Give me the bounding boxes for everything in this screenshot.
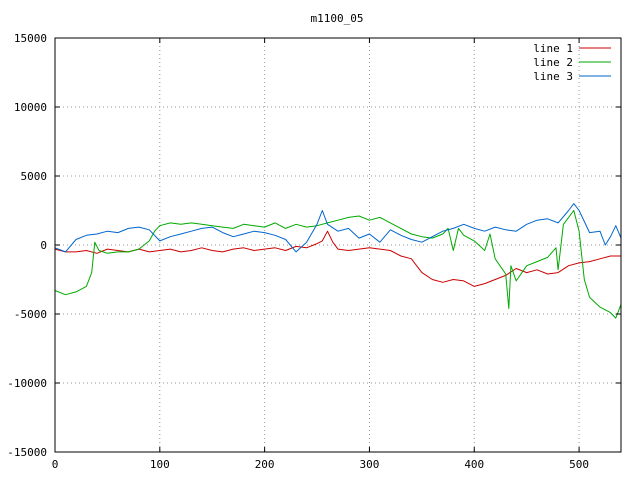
x-tick-label: 500 — [569, 458, 589, 471]
series-line-3 — [54, 203, 622, 253]
grid-lines — [55, 38, 621, 452]
x-tick-label: 300 — [360, 458, 380, 471]
x-tick-label: 0 — [52, 458, 59, 471]
y-tick-label: 5000 — [21, 170, 48, 183]
y-tick-label: -5000 — [14, 308, 47, 321]
legend-label: line 2 — [533, 56, 573, 69]
series-lines — [54, 203, 622, 319]
legend-label: line 1 — [533, 42, 573, 55]
legend-label: line 3 — [533, 70, 573, 83]
x-tick-label: 100 — [150, 458, 170, 471]
series-line-2 — [54, 210, 622, 319]
y-tick-label: 0 — [40, 239, 47, 252]
x-tick-label: 200 — [255, 458, 275, 471]
x-tick-label: 400 — [464, 458, 484, 471]
y-tick-label: -15000 — [7, 446, 47, 459]
axis-ticks: 0 100 200 300 400 500 -15000 -10000 -5000 0 5000 10… — [7, 32, 621, 471]
y-tick-label: -10000 — [7, 377, 47, 390]
y-tick-label: 15000 — [14, 32, 47, 45]
y-tick-label: 10000 — [14, 101, 47, 114]
series-line-1 — [54, 230, 621, 287]
chart-title: m1100_05 — [311, 12, 364, 25]
